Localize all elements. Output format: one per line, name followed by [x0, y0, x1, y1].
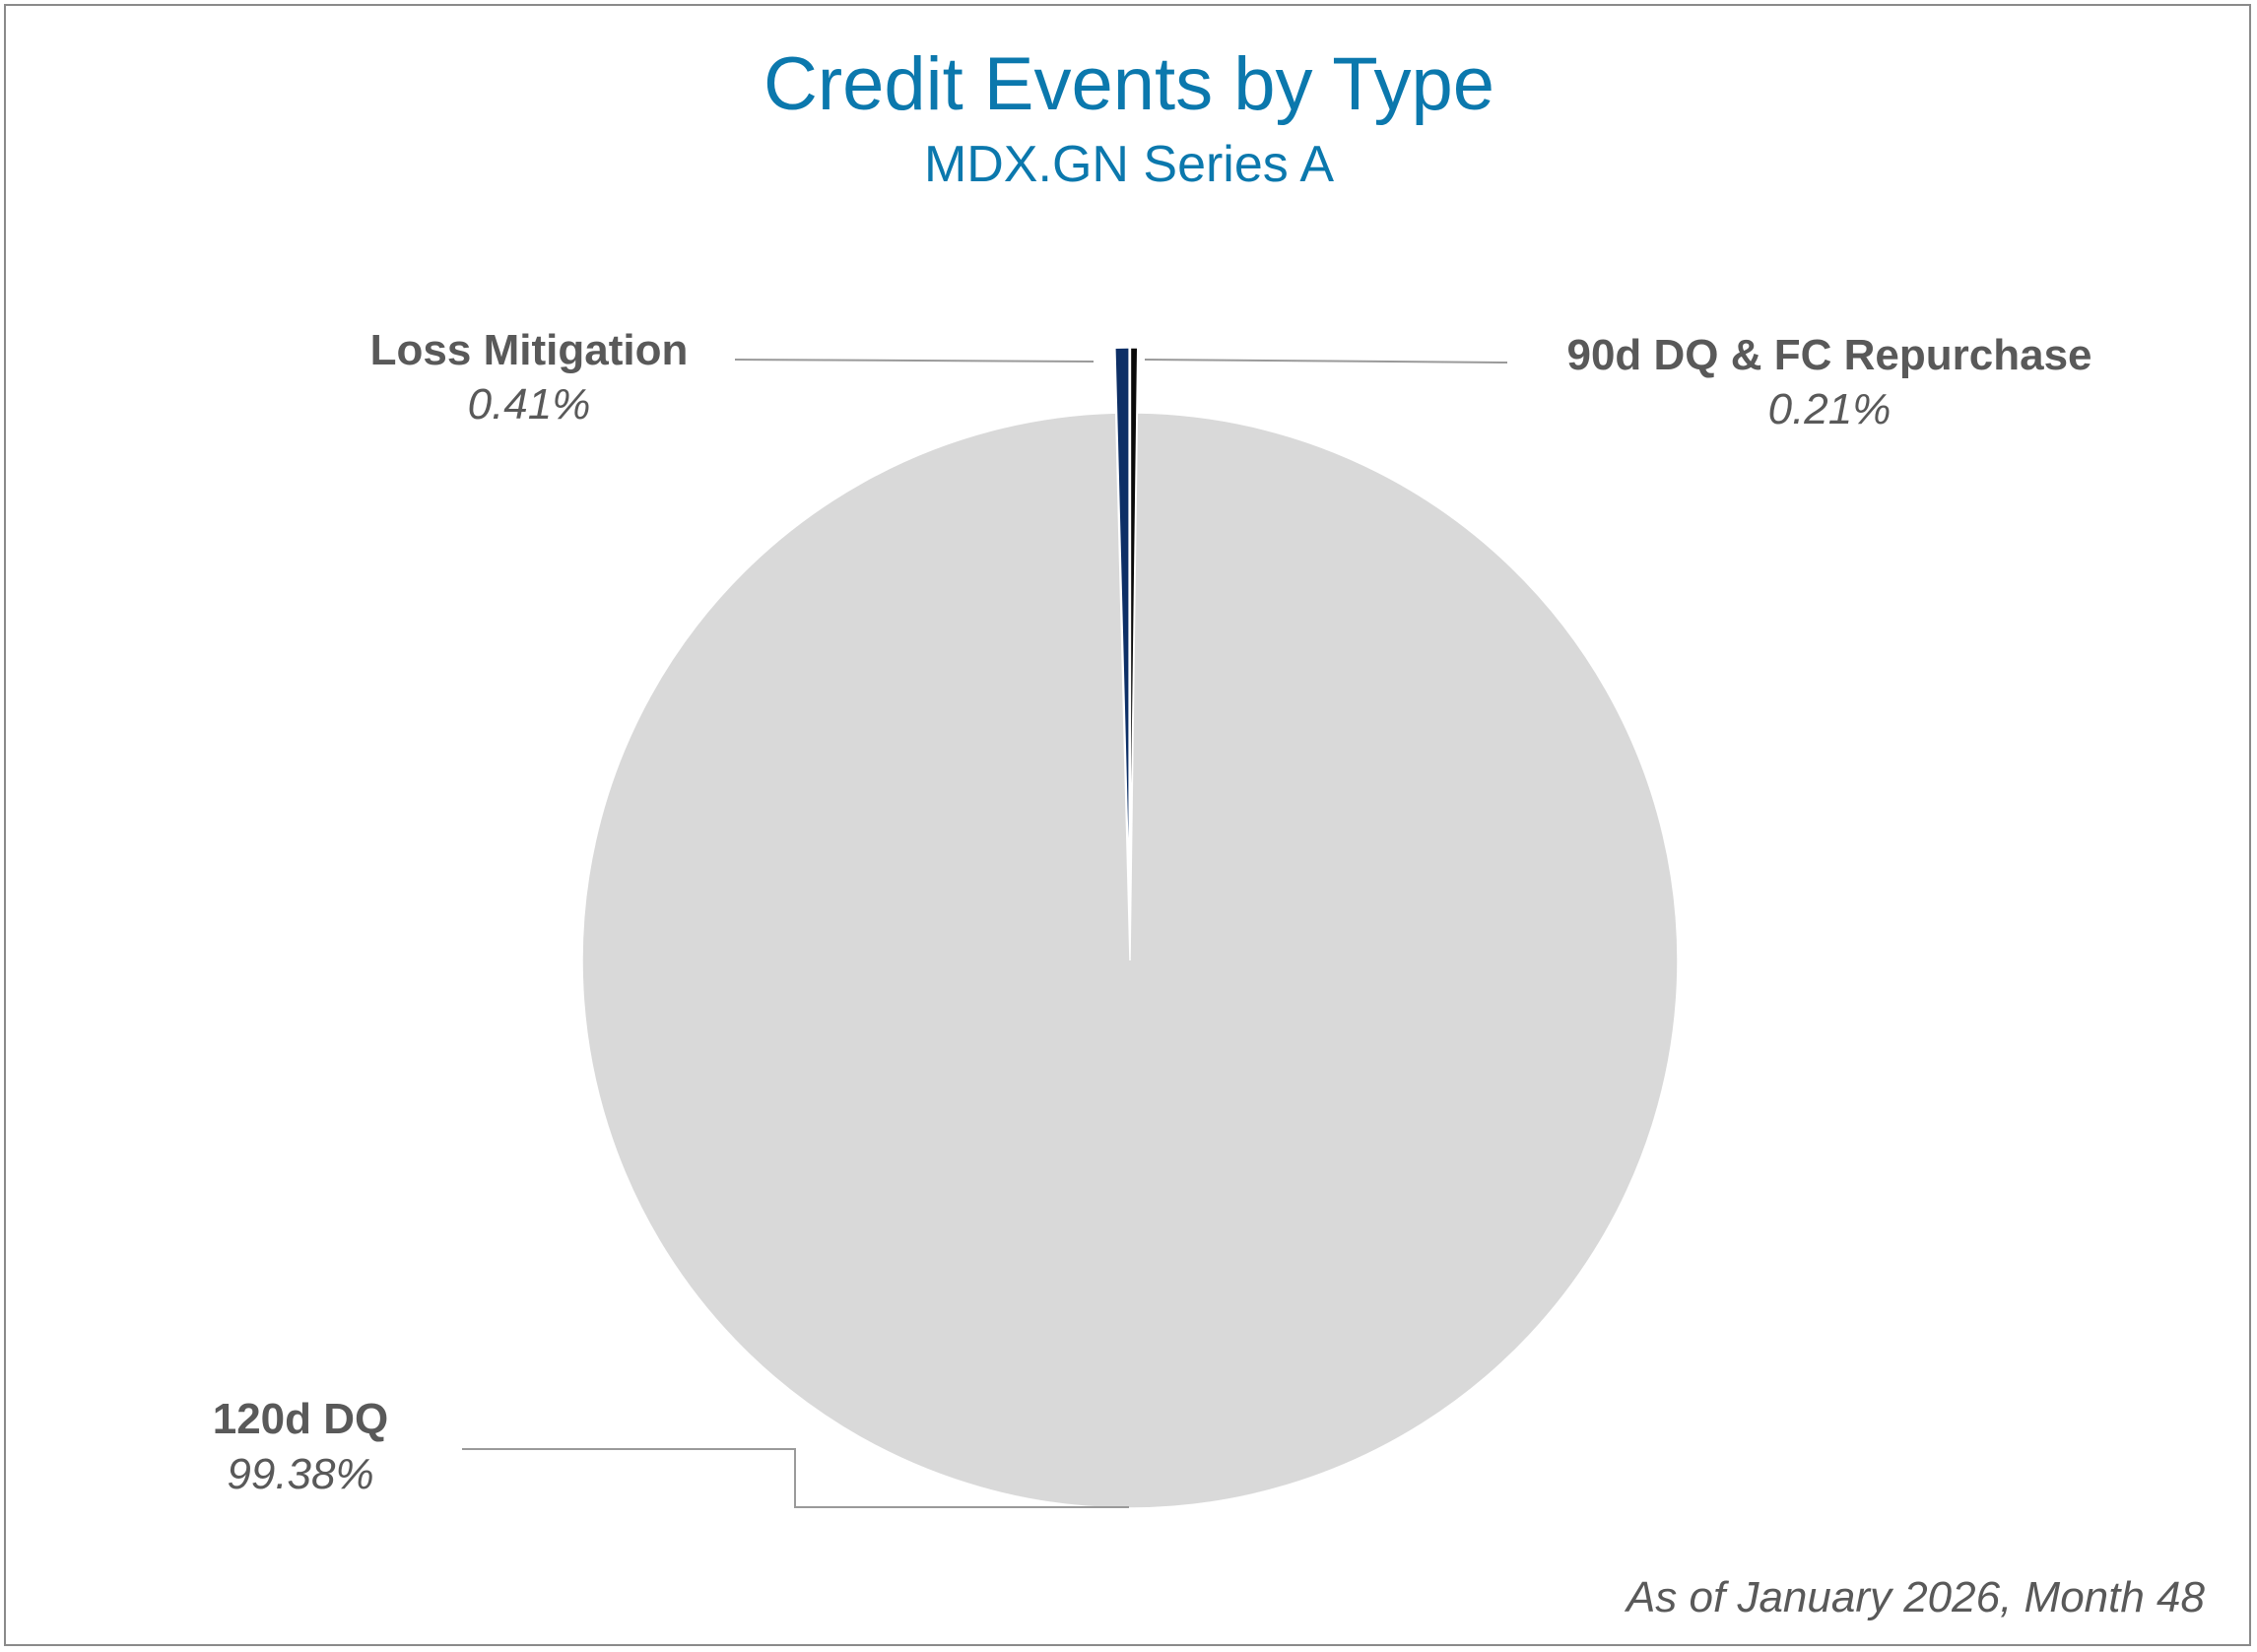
pie-slices: [581, 347, 1679, 1509]
pie-slice-120d-dq: [581, 412, 1679, 1509]
as-of-footnote: As of January 2026, Month 48: [1624, 1573, 2206, 1621]
pie-slice-loss-mitigation: [1114, 347, 1130, 896]
slice-label-loss-mitigation: Loss Mitigation: [370, 326, 689, 374]
slice-label-120d-dq: 120d DQ: [213, 1395, 389, 1443]
leader-line-120d: [462, 1448, 1129, 1508]
leader-line-90d: [1144, 359, 1508, 363]
pie-chart: Credit Events by Type MDX.GN Series A 90…: [213, 42, 2206, 1621]
chart-subtitle: MDX.GN Series A: [924, 136, 1334, 193]
slice-label-90d-dq-fc-repurchase: 90d DQ & FC Repurchase: [1566, 331, 2091, 379]
leader-line-loss-mitigation: [734, 359, 1095, 363]
slice-value-120d-dq: 99.38%: [227, 1450, 373, 1498]
slice-value-loss-mitigation: 0.41%: [468, 380, 591, 429]
chart-frame: Credit Events by Type MDX.GN Series A 90…: [4, 4, 2251, 1646]
chart-title: Credit Events by Type: [763, 42, 1494, 126]
slice-value-90d-dq-fc-repurchase: 0.21%: [1768, 385, 1892, 433]
